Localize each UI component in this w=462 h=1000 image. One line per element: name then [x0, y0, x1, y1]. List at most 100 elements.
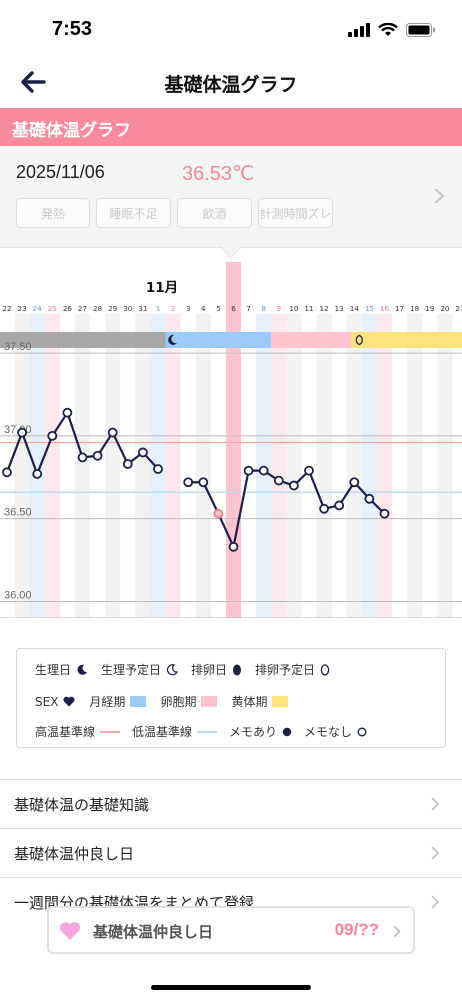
wifi-icon [378, 23, 398, 36]
chevron-right-icon[interactable] [432, 186, 446, 206]
temperature-point [198, 477, 209, 488]
temperature-point [92, 450, 103, 461]
legend-memo-no: メモなし [304, 723, 367, 740]
date-tick-label: 17 [395, 304, 404, 313]
temperature-point [379, 508, 390, 519]
legend-memo-yes: メモあり [229, 723, 292, 740]
date-tick-label: 13 [335, 304, 344, 313]
bbt-chart-svg[interactable]: 22 23 24 25 26 27 28 29 30 31 1 2 3 4 5 6 7 8 9 10 11 12 13 14 1… [0, 258, 462, 619]
menu-item-label: 基礎体温の基礎知識 [14, 796, 150, 814]
date-tick-label: 29 [108, 304, 118, 313]
nav-bar: 基礎体温グラフ [0, 56, 462, 108]
menstrual-phase-swatch [130, 696, 147, 707]
temperature-point [349, 477, 360, 488]
y-tick-label: 36.00 [4, 589, 32, 601]
column-stripe [74, 314, 91, 618]
battery-icon [406, 23, 435, 37]
nakayoshi-card[interactable]: 基礎体温仲良し日 09/?? [47, 906, 415, 954]
legend-row-3: 高温基準線 低温基準線 メモあり メモなし [35, 723, 377, 740]
date-tick-label: 27 [78, 304, 87, 313]
tag-time-shift[interactable]: 計測時間ズレ [258, 198, 333, 228]
column-stripe [14, 314, 30, 618]
column-stripe [135, 314, 151, 618]
status-bar: 7:53 [0, 0, 462, 56]
menu-item-bbt-basics[interactable]: 基礎体温の基礎知識 [0, 779, 462, 828]
selected-day-panel[interactable]: 2025/11/06 36.53℃ 発熱 睡眠不足 飲酒 計測時間ズレ [0, 146, 462, 248]
legend-row-2: SEX 月経期 卵胞期 黄体期 [35, 693, 298, 710]
temperature-point [304, 465, 314, 476]
column-highlight-pink [376, 314, 393, 618]
date-tick-label: 28 [93, 304, 103, 313]
selected-date: 2025/11/06 [16, 162, 105, 182]
column-stripe [195, 314, 211, 618]
luteal-phase-swatch [272, 696, 289, 707]
condition-tags: 発熱 睡眠不足 飲酒 計測時間ズレ [16, 198, 333, 228]
temperature-point [107, 427, 118, 438]
column-stripe [407, 314, 423, 618]
legend-ovulation-expected: 排卵予定日 [255, 661, 330, 678]
y-tick-label: 36.50 [4, 507, 32, 519]
temperature-point [288, 480, 299, 491]
high-baseline-swatch [100, 730, 121, 733]
date-tick-label: 12 [320, 304, 329, 313]
egg-outline-icon [320, 664, 330, 676]
temperature-point [122, 459, 133, 469]
bbt-chart[interactable]: 22 23 24 25 26 27 28 29 30 31 1 2 3 4 5 6 7 8 9 10 11 12 13 14 1… [0, 258, 462, 619]
date-tick-label: 14 [350, 304, 360, 313]
follicular-phase-swatch [201, 696, 218, 707]
chevron-right-icon [431, 895, 440, 909]
y-tick-label: 37.50 [4, 341, 32, 353]
signal-icon [348, 23, 370, 37]
temperature-point [183, 477, 194, 488]
tag-fever[interactable]: 発熱 [16, 198, 90, 228]
egg-outline-icon [355, 335, 363, 345]
date-tick-label: 24 [33, 304, 43, 313]
legend-follicular-phase: 卵胞期 [160, 693, 218, 710]
date-tick-label: 2 [171, 304, 176, 313]
menu-list: 基礎体温の基礎知識 基礎体温仲良し日 一週間分の基礎体温をまとめて登録 [0, 779, 462, 926]
temperature-point [243, 465, 254, 476]
temperature-point [213, 508, 224, 519]
date-tick-label: 16 [380, 304, 390, 313]
date-tick-label: 25 [48, 304, 57, 313]
date-tick-label: 9 [277, 304, 282, 313]
panel-pointer [220, 246, 242, 259]
moon-outline-icon [166, 663, 179, 675]
date-tick-label: 3 [186, 304, 191, 313]
section-header: 基礎体温グラフ [0, 108, 462, 146]
menu-item-bbt-nakayoshi[interactable]: 基礎体温仲良し日 [0, 828, 462, 877]
temperature-point [32, 469, 43, 479]
column-stripe [286, 314, 302, 618]
chart-legend: 生理日 生理予定日 排卵日 排卵予定日 SEX 月経期 卵胞期 黄 [16, 648, 446, 748]
legend-luteal-phase: 黄体期 [231, 693, 289, 710]
date-tick-label: 10 [289, 304, 299, 313]
moon-filled-icon [77, 664, 88, 675]
chevron-right-icon [431, 846, 440, 860]
legend-row-1: 生理日 生理予定日 排卵日 排卵予定日 [35, 661, 340, 678]
legend-menstrual-phase: 月経期 [89, 693, 147, 710]
legend-low-baseline: 低温基準線 [132, 723, 218, 740]
temperature-point [47, 430, 58, 441]
tag-lack-of-sleep[interactable]: 睡眠不足 [96, 198, 171, 228]
column-stripe [316, 314, 332, 618]
phase-band-follicular [271, 332, 362, 348]
phase-band-gray [0, 332, 166, 348]
legend-menstruation: 生理日 [35, 661, 88, 678]
date-tick-label: 20 [440, 304, 450, 313]
home-indicator [151, 985, 311, 990]
back-arrow-icon[interactable] [16, 66, 50, 98]
date-tick-label: 7 [246, 304, 251, 313]
temperature-point [364, 493, 375, 504]
egg-filled-icon [233, 664, 242, 676]
low-baseline-swatch [197, 730, 218, 733]
temperature-point [2, 467, 12, 478]
legend-high-baseline: 高温基準線 [35, 723, 121, 740]
temperature-point [319, 503, 330, 514]
date-tick-label: 26 [63, 304, 73, 313]
moon-filled-icon [168, 334, 178, 345]
tag-drinking[interactable]: 飲酒 [177, 198, 252, 228]
temperature-point [62, 407, 73, 418]
date-tick-label: 8 [261, 304, 266, 313]
chevron-right-icon [393, 925, 401, 938]
menu-item-label: 基礎体温仲良し日 [14, 845, 135, 863]
